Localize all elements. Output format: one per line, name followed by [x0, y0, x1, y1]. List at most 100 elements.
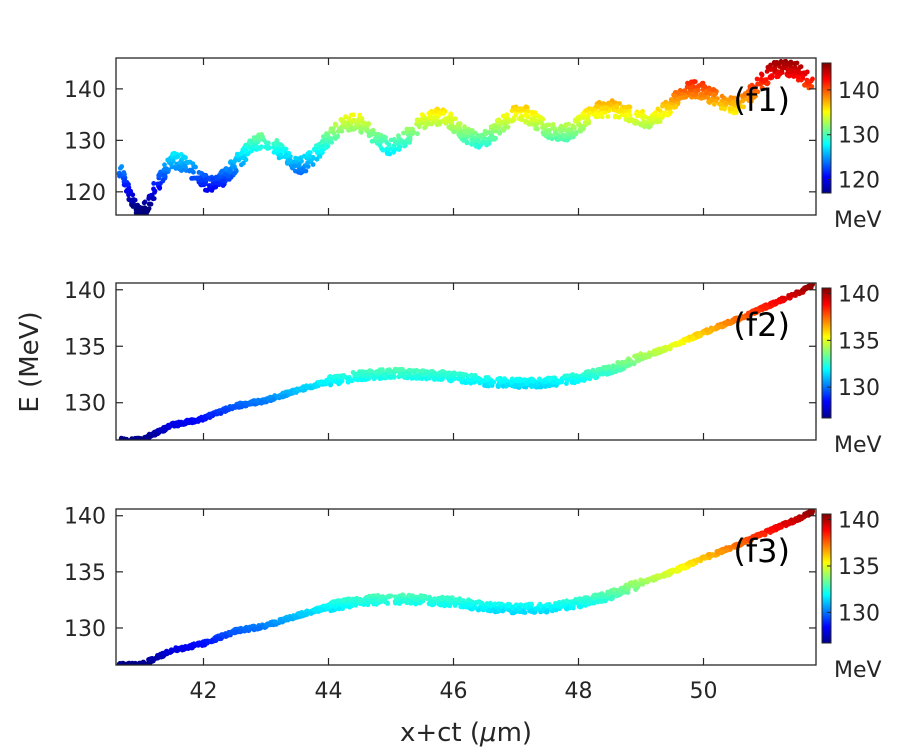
- data-point: [151, 432, 156, 437]
- data-point: [772, 62, 778, 67]
- data-point: [278, 142, 284, 148]
- data-point: [278, 152, 284, 158]
- data-point: [165, 157, 171, 163]
- data-point: [239, 150, 245, 156]
- data-point: [775, 70, 780, 76]
- data-point: [195, 642, 201, 648]
- data-point: [144, 661, 150, 665]
- data-point: [504, 124, 509, 130]
- data-point: [521, 609, 527, 615]
- data-point: [379, 137, 385, 142]
- data-point: [570, 123, 576, 129]
- data-point: [162, 166, 168, 172]
- data-point: [546, 122, 552, 128]
- data-point: [305, 160, 310, 166]
- data-point: [768, 301, 774, 307]
- data-point: [419, 116, 425, 122]
- data-point: [295, 386, 301, 392]
- data-point: [578, 126, 583, 131]
- data-point: [615, 360, 621, 365]
- data-point: [381, 373, 386, 379]
- data-point: [146, 196, 152, 202]
- data-point: [614, 104, 620, 110]
- data-point: [469, 137, 475, 143]
- data-point: [356, 118, 361, 124]
- data-point: [768, 527, 774, 533]
- data-point: [423, 371, 428, 376]
- data-point: [626, 362, 632, 368]
- data-point: [415, 131, 420, 137]
- data-point: [651, 575, 657, 580]
- data-point: [644, 577, 650, 583]
- data-point: [485, 375, 491, 380]
- data-point: [664, 103, 669, 109]
- data-point: [722, 100, 728, 106]
- data-point: [314, 150, 320, 155]
- data-point: [436, 601, 442, 607]
- data-point: [274, 147, 280, 152]
- data-point: [432, 376, 437, 381]
- data-point: [307, 154, 313, 160]
- data-point: [795, 517, 800, 522]
- data-point: [283, 617, 289, 622]
- data-point: [530, 379, 535, 384]
- data-point: [324, 605, 330, 611]
- data-point: [150, 196, 156, 202]
- data-point: [395, 600, 401, 606]
- axes-frame: [115, 57, 817, 216]
- panel-label: (f3): [733, 532, 790, 570]
- data-point: [138, 220, 143, 225]
- data-point: [472, 373, 478, 378]
- data-point: [187, 168, 192, 174]
- data-point: [469, 133, 475, 139]
- data-point: [541, 606, 546, 612]
- data-point: [123, 188, 129, 194]
- data-point: [435, 597, 441, 602]
- data-point: [441, 602, 447, 608]
- data-point: [501, 378, 507, 384]
- data-point: [146, 201, 152, 207]
- data-point: [257, 626, 263, 631]
- data-point: [445, 370, 451, 376]
- data-point: [537, 376, 542, 382]
- data-point: [649, 116, 655, 122]
- data-point: [146, 206, 152, 212]
- data-point: [601, 365, 607, 370]
- data-point: [308, 611, 314, 616]
- data-point: [279, 148, 285, 154]
- data-point: [570, 130, 576, 136]
- data-point: [640, 108, 645, 114]
- colorbar-tick-label: 135: [838, 555, 880, 580]
- data-point: [646, 118, 652, 124]
- data-point: [151, 657, 157, 662]
- data-point: [708, 87, 713, 93]
- data-point: [367, 368, 373, 373]
- data-point: [538, 603, 543, 609]
- data-point: [718, 324, 724, 329]
- data-point: [232, 157, 238, 163]
- data-point: [569, 380, 575, 385]
- data-point: [146, 657, 152, 663]
- data-point: [458, 604, 464, 609]
- data-point: [746, 91, 752, 97]
- data-point: [251, 135, 257, 141]
- data-point: [740, 98, 745, 104]
- data-point: [341, 597, 347, 602]
- colorbar-unit: MeV: [834, 658, 882, 683]
- data-point: [805, 79, 810, 85]
- data-point: [217, 635, 223, 641]
- data-point: [683, 337, 689, 343]
- data-point: [265, 396, 271, 401]
- data-point: [595, 367, 601, 372]
- data-point: [483, 130, 489, 136]
- data-point: [219, 169, 225, 175]
- data-point: [565, 605, 570, 611]
- data-point: [200, 641, 206, 647]
- data-point: [512, 106, 518, 112]
- data-point: [637, 581, 643, 587]
- data-point: [606, 364, 612, 370]
- data-point: [637, 121, 643, 127]
- data-point: [446, 124, 452, 130]
- data-point: [415, 118, 421, 124]
- data-point: [397, 371, 403, 376]
